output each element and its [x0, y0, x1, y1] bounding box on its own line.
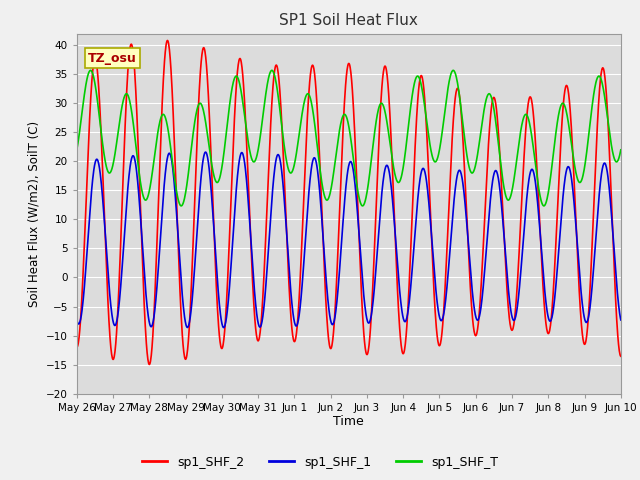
sp1_SHF_T — [180, 195, 188, 201]
sp1_SHF_2 — [164, 37, 172, 43]
sp1_SHF_2 — [182, 356, 189, 362]
sp1_SHF_2 — [553, 218, 561, 224]
Text: TZ_osu: TZ_osu — [88, 51, 136, 65]
sp1_SHF_T — [73, 147, 81, 153]
sp1_SHF_2 — [255, 335, 263, 340]
sp1_SHF_1 — [553, 271, 561, 276]
sp1_SHF_2 — [505, 311, 513, 317]
sp1_SHF_1 — [617, 317, 625, 323]
sp1_SHF_T — [553, 122, 561, 128]
sp1_SHF_1 — [180, 314, 188, 320]
X-axis label: Time: Time — [333, 415, 364, 429]
sp1_SHF_1 — [220, 324, 228, 330]
sp1_SHF_2 — [195, 102, 202, 108]
sp1_SHF_2 — [617, 353, 625, 359]
sp1_SHF_1 — [434, 305, 442, 311]
Line: sp1_SHF_1: sp1_SHF_1 — [77, 152, 621, 327]
sp1_SHF_2 — [145, 361, 153, 367]
sp1_SHF_1 — [73, 317, 81, 323]
sp1_SHF_2 — [73, 344, 81, 350]
sp1_SHF_1 — [194, 217, 202, 223]
sp1_SHF_1 — [505, 292, 513, 298]
Y-axis label: Soil Heat Flux (W/m2), SoilT (C): Soil Heat Flux (W/m2), SoilT (C) — [28, 120, 40, 307]
sp1_SHF_T — [268, 68, 276, 73]
sp1_SHF_T — [194, 104, 202, 110]
sp1_SHF_2 — [434, 338, 442, 344]
sp1_SHF_1 — [255, 324, 263, 330]
sp1_SHF_T — [434, 154, 442, 160]
sp1_SHF_1 — [202, 149, 209, 155]
Line: sp1_SHF_2: sp1_SHF_2 — [77, 40, 621, 364]
sp1_SHF_T — [617, 147, 625, 153]
Line: sp1_SHF_T: sp1_SHF_T — [77, 71, 621, 206]
Title: SP1 Soil Heat Flux: SP1 Soil Heat Flux — [280, 13, 418, 28]
sp1_SHF_T — [505, 197, 513, 203]
Legend: sp1_SHF_2, sp1_SHF_1, sp1_SHF_T: sp1_SHF_2, sp1_SHF_1, sp1_SHF_T — [137, 451, 503, 474]
sp1_SHF_T — [359, 203, 367, 209]
sp1_SHF_T — [255, 144, 262, 150]
